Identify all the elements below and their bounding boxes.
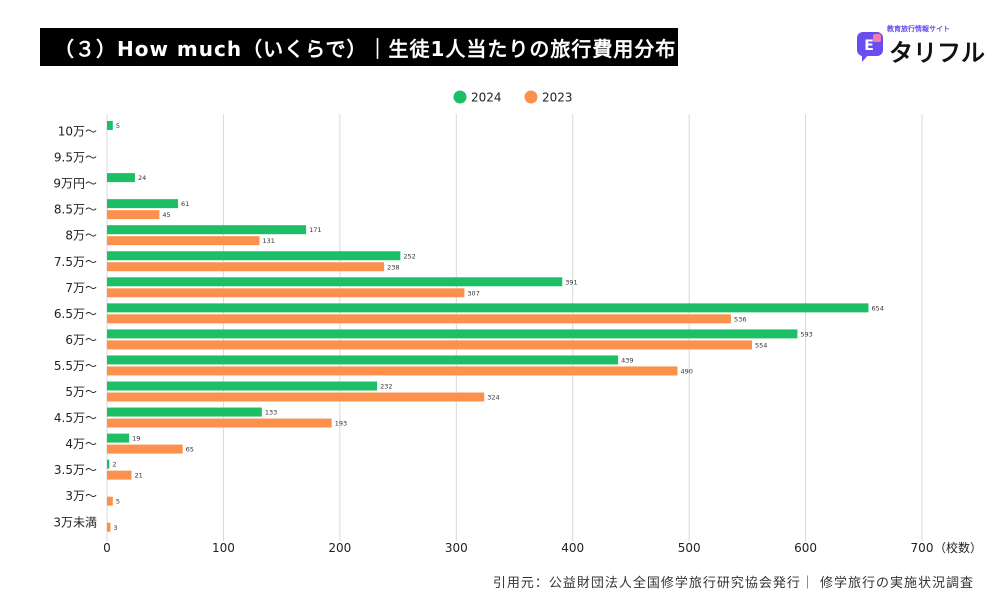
bar-2023 bbox=[107, 470, 132, 480]
y-category-label: 9万円～ bbox=[53, 177, 97, 191]
y-category-label: 4万～ bbox=[65, 437, 97, 451]
legend-label-2023: 2023 bbox=[542, 91, 573, 105]
data-label-2024: 2 bbox=[112, 461, 116, 469]
source-citation: 引用元：公益財団法人全国修学旅行研究協会発行｜ 修学旅行の実施状況調査 bbox=[492, 576, 974, 591]
bar-2024 bbox=[107, 381, 378, 391]
bar-2024 bbox=[107, 199, 179, 209]
data-label-2023: 5 bbox=[116, 498, 120, 506]
legend-label-2024: 2024 bbox=[471, 91, 502, 105]
bar-2023 bbox=[107, 262, 385, 272]
y-category-label: 10万～ bbox=[58, 125, 97, 139]
data-label-2024: 654 bbox=[871, 304, 883, 312]
data-label-2023: 238 bbox=[387, 263, 399, 271]
data-label-2023: 3 bbox=[113, 524, 117, 532]
speech-bubble-icon: E bbox=[857, 32, 883, 62]
data-label-2023: 554 bbox=[755, 341, 767, 349]
bar-2024 bbox=[107, 251, 401, 261]
tariful-logo[interactable]: 教育旅行情報サイト E タリフル bbox=[855, 24, 985, 68]
y-category-label: 5.5万～ bbox=[54, 359, 97, 373]
y-category-label: 7万～ bbox=[65, 281, 97, 295]
bar-2023 bbox=[107, 210, 160, 220]
data-label-2023: 131 bbox=[263, 237, 275, 245]
bar-2023 bbox=[107, 418, 332, 428]
bar-2023 bbox=[107, 288, 465, 298]
data-label-2024: 593 bbox=[800, 330, 812, 338]
data-label-2023: 45 bbox=[162, 211, 170, 219]
bar-2023 bbox=[107, 236, 260, 246]
data-label-2023: 324 bbox=[487, 394, 499, 402]
bar-2024 bbox=[107, 303, 869, 313]
bar-2024 bbox=[107, 173, 135, 183]
x-unit-label: （校数） bbox=[934, 540, 982, 555]
bar-2023 bbox=[107, 522, 111, 532]
data-label-2024: 24 bbox=[138, 174, 146, 182]
data-label-2024: 439 bbox=[621, 356, 633, 364]
y-category-label: 4.5万～ bbox=[54, 411, 97, 425]
x-tick-label: 400 bbox=[561, 541, 584, 555]
bar-2023 bbox=[107, 392, 485, 402]
y-category-label: 6.5万～ bbox=[54, 307, 97, 321]
data-label-2024: 171 bbox=[309, 226, 321, 234]
chart-title: （３）How much（いくらで）｜生徒1人当たりの旅行費用分布 bbox=[54, 36, 677, 61]
x-tick-label: 200 bbox=[328, 541, 351, 555]
y-category-label: 5万～ bbox=[65, 385, 97, 399]
bar-2024 bbox=[107, 225, 307, 235]
data-label-2024: 5 bbox=[116, 122, 120, 130]
data-label-2024: 19 bbox=[132, 435, 140, 443]
y-category-label: 8.5万～ bbox=[54, 203, 97, 217]
data-label-2023: 490 bbox=[681, 367, 693, 375]
legend-marker-2023 bbox=[524, 90, 538, 104]
data-label-2024: 232 bbox=[380, 383, 392, 391]
legend-marker-2024 bbox=[453, 90, 467, 104]
x-tick-label: 0 bbox=[103, 541, 111, 555]
data-label-2024: 61 bbox=[181, 200, 189, 208]
y-category-label: 9.5万～ bbox=[54, 151, 97, 165]
bar-2023 bbox=[107, 314, 732, 324]
y-category-label: 8万～ bbox=[65, 229, 97, 243]
data-label-2023: 536 bbox=[734, 315, 746, 323]
chart-title-banner: （３）How much（いくらで）｜生徒1人当たりの旅行費用分布 bbox=[40, 28, 678, 66]
bar-2023 bbox=[107, 366, 678, 376]
bar-2024 bbox=[107, 121, 113, 130]
x-tick-label: 700 bbox=[911, 541, 934, 555]
logo-tagline: 教育旅行情報サイト bbox=[887, 25, 950, 33]
x-tick-label: 500 bbox=[678, 541, 701, 555]
data-label-2023: 65 bbox=[186, 446, 194, 454]
bar-2024 bbox=[107, 407, 262, 417]
bar-2024 bbox=[107, 329, 798, 339]
logo-name: タリフル bbox=[889, 39, 985, 67]
x-tick-label: 100 bbox=[212, 541, 235, 555]
x-tick-label: 600 bbox=[794, 541, 817, 555]
data-label-2023: 307 bbox=[467, 289, 479, 297]
bar-2023 bbox=[107, 444, 183, 454]
bar-2024 bbox=[107, 459, 110, 469]
data-label-2024: 133 bbox=[265, 409, 277, 417]
y-category-label: 7.5万～ bbox=[54, 255, 97, 269]
data-label-2023: 21 bbox=[134, 472, 142, 480]
y-category-label: 3万未満 bbox=[53, 515, 97, 529]
logo-badge-letter: E bbox=[864, 38, 874, 54]
data-label-2024: 391 bbox=[565, 278, 577, 286]
bar-2024 bbox=[107, 355, 619, 365]
data-label-2024: 252 bbox=[403, 252, 415, 260]
x-tick-label: 300 bbox=[445, 541, 468, 555]
bar-2024 bbox=[107, 277, 563, 287]
y-category-label: 3.5万～ bbox=[54, 463, 97, 477]
bar-2023 bbox=[107, 340, 753, 350]
y-category-label: 6万～ bbox=[65, 333, 97, 347]
bar-2024 bbox=[107, 433, 130, 443]
data-label-2023: 193 bbox=[335, 420, 347, 428]
y-category-label: 3万～ bbox=[65, 489, 97, 503]
bar-2023 bbox=[107, 496, 113, 506]
